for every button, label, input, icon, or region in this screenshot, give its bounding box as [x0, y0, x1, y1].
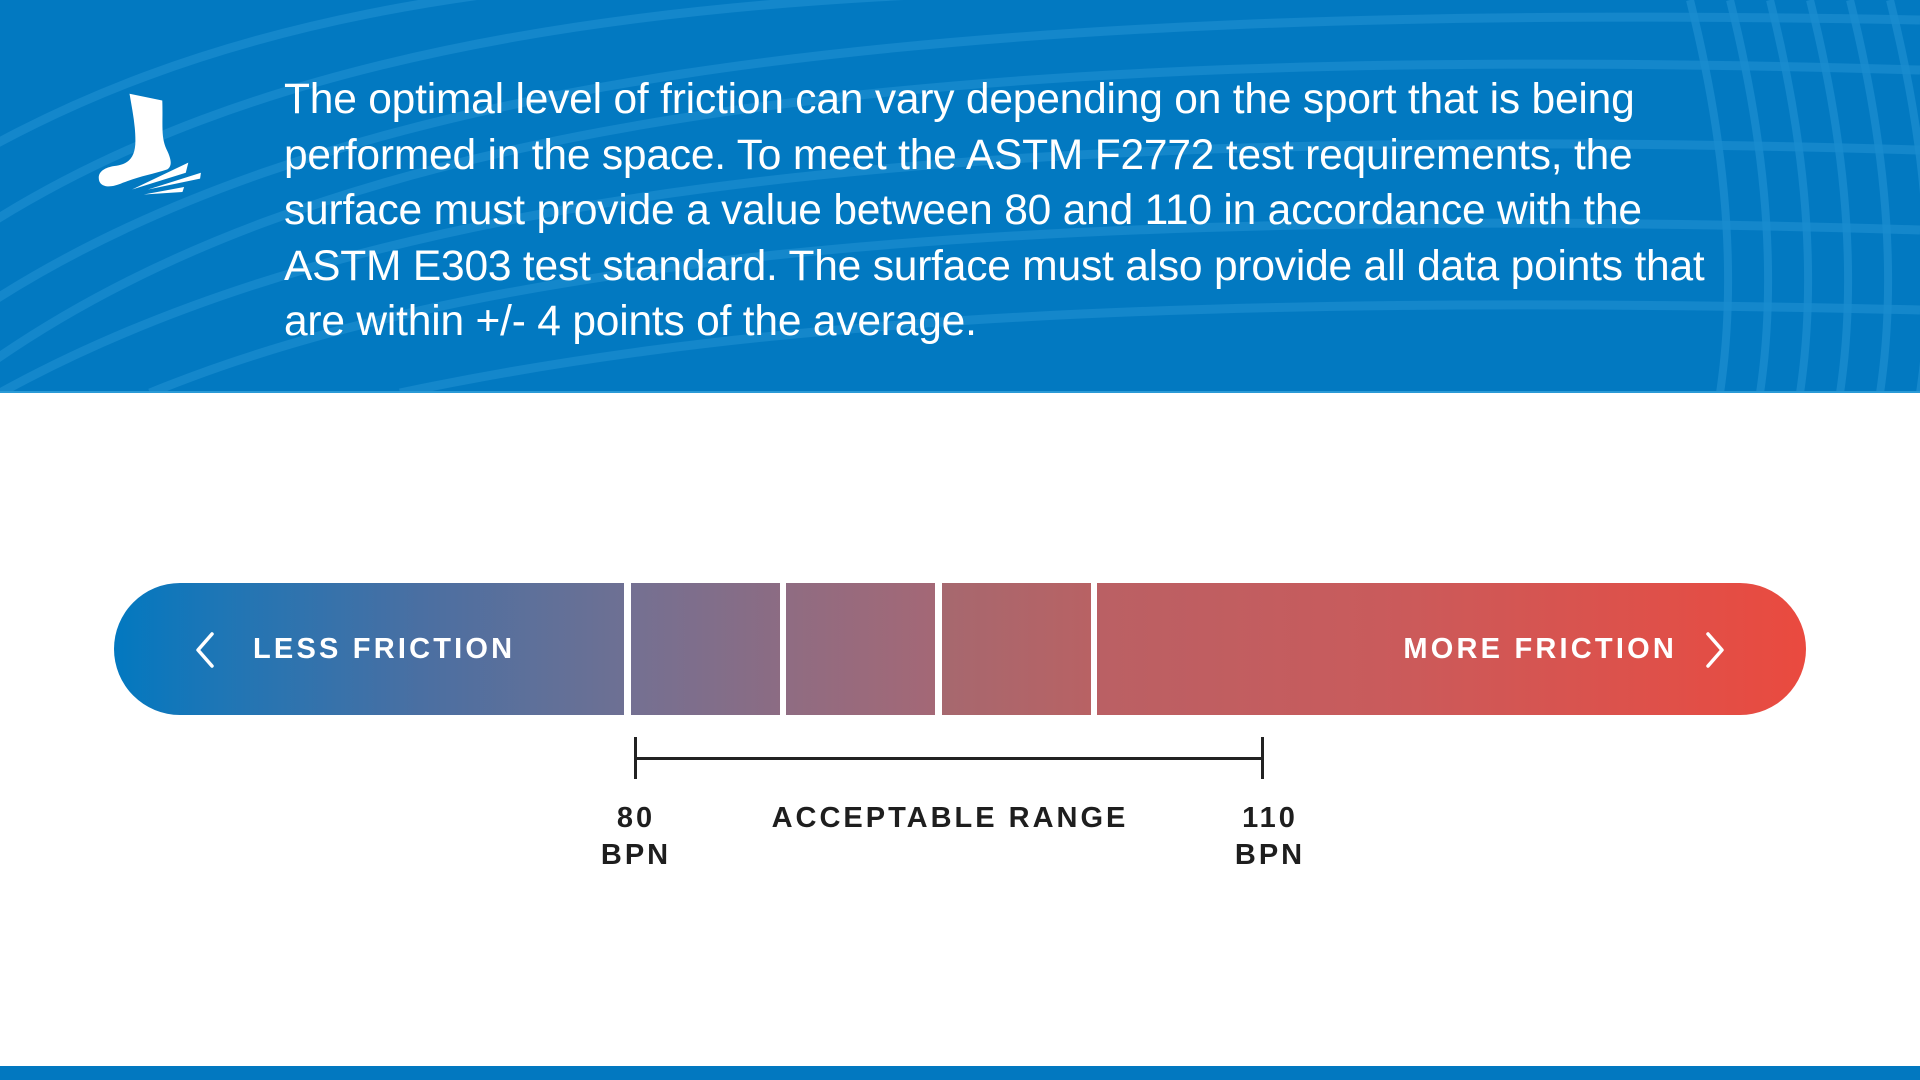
less-friction-label: LESS FRICTION: [253, 632, 516, 665]
scale-segment-4: [942, 583, 1091, 715]
chevron-left-icon: [196, 632, 214, 668]
intro-line: The optimal level of friction can vary d…: [284, 76, 1635, 123]
range-max-value: 110: [1242, 802, 1298, 834]
intro-line: surface must provide a value between 80 …: [284, 187, 1642, 234]
header-divider: [0, 391, 1920, 393]
foot-friction-icon: [98, 93, 201, 195]
range-min-value: 80: [616, 802, 656, 834]
acceptable-range-bracket: [634, 737, 1264, 779]
scale-segment-more-friction: MORE FRICTION: [1097, 583, 1806, 715]
range-line: [634, 757, 1264, 760]
wave-pattern-background: [0, 0, 1920, 393]
acceptable-range-label: ACCEPTABLE RANGE: [771, 802, 1129, 834]
range-max-label: 110 BPN: [1220, 800, 1320, 874]
friction-scale-bar: LESS FRICTION MORE FRICTION: [114, 583, 1806, 715]
range-min-unit: BPN: [600, 839, 672, 871]
header-banner: The optimal level of friction can vary d…: [0, 0, 1920, 393]
range-min-label: 80 BPN: [586, 800, 686, 874]
intro-line: performed in the space. To meet the ASTM…: [284, 131, 1633, 179]
range-max-tick: [1261, 737, 1264, 779]
more-friction-label: MORE FRICTION: [1403, 632, 1677, 665]
chevron-right-icon: [1706, 632, 1724, 668]
intro-line: are within +/- 4 points of the average.: [284, 298, 977, 345]
scale-segment-2: [631, 583, 780, 715]
range-max-unit: BPN: [1234, 839, 1306, 871]
footer-bar: [0, 1066, 1920, 1080]
scale-segment-3: [786, 583, 935, 715]
intro-line: ASTM E303 test standard. The surface mus…: [284, 242, 1705, 290]
intro-paragraph: The optimal level of friction can vary d…: [284, 72, 1844, 350]
scale-segment-less-friction: LESS FRICTION: [114, 583, 624, 715]
